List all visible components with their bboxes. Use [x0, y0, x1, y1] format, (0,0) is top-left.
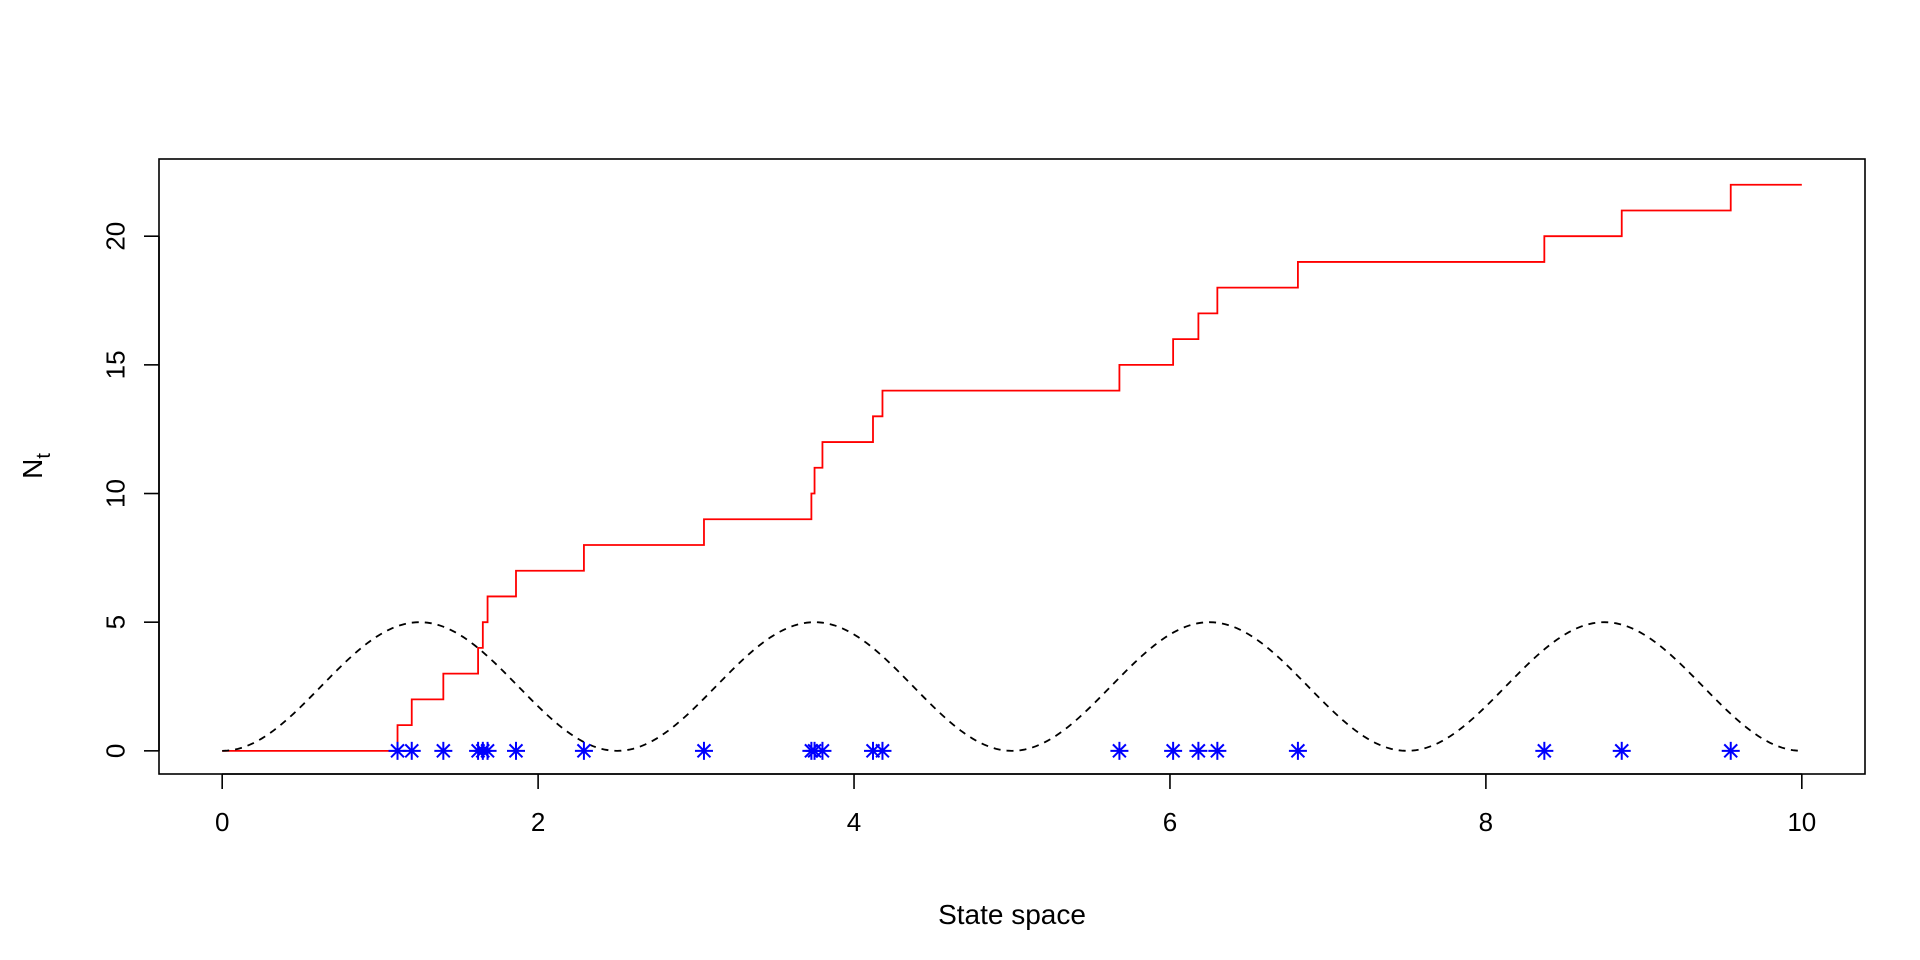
event-marker	[694, 741, 713, 760]
event-marker-stroke	[508, 743, 524, 759]
event-marker	[574, 741, 593, 760]
event-marker-stroke	[436, 743, 451, 759]
event-marker-stroke	[404, 743, 419, 759]
event-marker-stroke	[390, 743, 405, 759]
event-marker-stroke	[1723, 743, 1738, 759]
event-marker	[1208, 741, 1227, 760]
event-marker	[506, 741, 525, 760]
event-marker-stroke	[1191, 743, 1206, 759]
event-marker-stroke	[1537, 743, 1552, 759]
plot-frame	[158, 158, 1866, 775]
x-tick-label: 0	[215, 807, 229, 837]
event-marker-stroke	[1112, 743, 1127, 759]
event-marker	[434, 741, 453, 760]
event-marker-stroke	[1614, 743, 1629, 759]
y-tick-label: 15	[100, 350, 130, 379]
event-marker	[1164, 741, 1183, 760]
counting-process-step-line	[222, 183, 1802, 752]
event-marker	[478, 741, 497, 760]
y-axis-title-main: N	[17, 459, 48, 479]
x-tick-label: 2	[531, 807, 545, 837]
event-marker	[1189, 741, 1208, 760]
event-marker	[1288, 741, 1307, 760]
event-marker-stroke	[1290, 743, 1306, 759]
event-marker-stroke	[875, 743, 890, 759]
x-tick-label: 6	[1163, 807, 1177, 837]
event-marker-stroke	[815, 743, 830, 759]
event-marker	[813, 741, 832, 760]
x-tick-label: 10	[1787, 807, 1816, 837]
y-axis-title: Nt	[17, 453, 55, 479]
x-tick-label: 8	[1479, 807, 1493, 837]
x-axis-title: State space	[938, 899, 1086, 930]
event-marker-stroke	[696, 743, 712, 759]
event-marker	[1612, 741, 1631, 760]
event-marker-stroke	[576, 743, 592, 759]
x-tick-label: 4	[847, 807, 861, 837]
series-layer	[222, 183, 1802, 760]
event-marker	[1535, 741, 1554, 760]
y-axis-title-subscript: t	[33, 453, 55, 459]
event-marker	[873, 741, 892, 760]
y-tick-label: 10	[100, 479, 130, 508]
event-marker	[402, 741, 421, 760]
event-marker-stroke	[480, 743, 495, 759]
event-marker-stroke	[1210, 743, 1225, 759]
event-marker	[1721, 741, 1740, 760]
x-axis: 0 2 4 6 8 10	[215, 773, 1816, 837]
y-axis: 0 5 10 15 20	[100, 222, 160, 758]
y-tick-label: 0	[100, 744, 130, 758]
y-tick-label: 5	[100, 615, 130, 629]
y-tick-label: 20	[100, 222, 130, 251]
event-marker-stroke	[1165, 743, 1181, 759]
intensity-dashed-curve	[222, 621, 1802, 752]
event-marker	[1110, 741, 1129, 760]
